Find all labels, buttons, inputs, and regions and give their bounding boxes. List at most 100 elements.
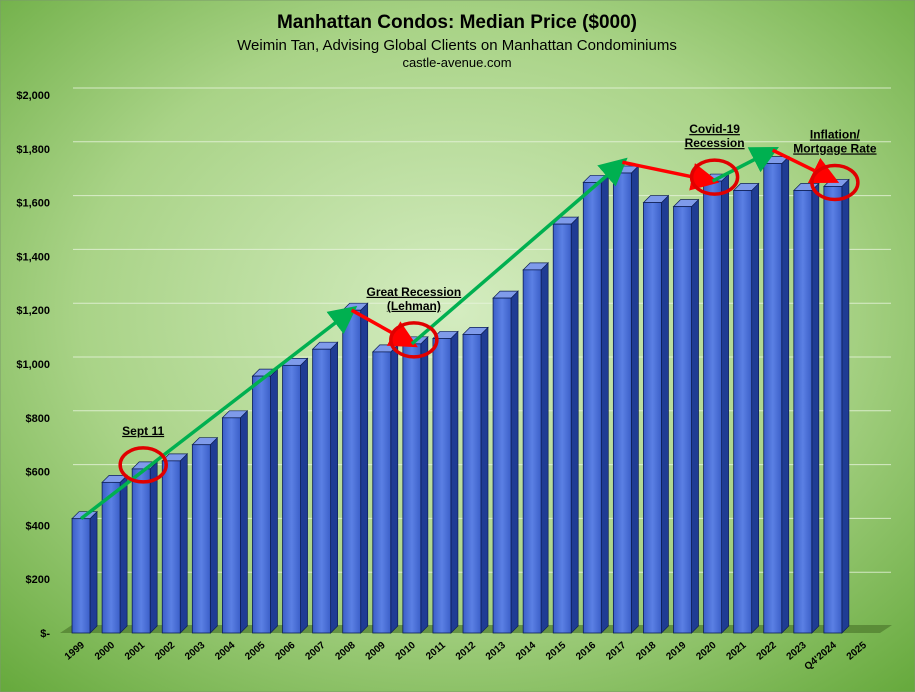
bar-side [570, 216, 579, 634]
bar-front [793, 190, 813, 634]
bar [672, 198, 700, 634]
bar-front [342, 309, 362, 634]
bar-side [420, 335, 429, 634]
bar-front [582, 182, 602, 634]
y-tick-label: $600 [26, 467, 50, 479]
bar-front [101, 481, 121, 634]
bar-front [282, 364, 301, 634]
bar-side [540, 262, 549, 634]
annotations: Sept 11 Great Recession(Lehman) Covid-19Re… [122, 122, 877, 438]
bar-front [552, 223, 572, 634]
bar-side [721, 173, 729, 634]
bar-front [612, 172, 632, 634]
bar-front [131, 468, 151, 634]
trend-up-arrow [711, 146, 779, 183]
y-tick-label: $- [40, 628, 50, 640]
bar-side [811, 182, 820, 634]
bar-side [89, 510, 98, 634]
bar [161, 452, 189, 634]
y-axis: $- $200 $400 $600 $800 $1,000 $1,200 $1,400 $1,6… [16, 90, 50, 640]
highlight-circle [118, 446, 168, 484]
bar [432, 330, 459, 634]
bar-side [600, 174, 609, 634]
bar [71, 510, 98, 634]
bar-side [119, 474, 128, 634]
bar [371, 344, 399, 634]
y-tick-label: $1,400 [16, 251, 50, 263]
bar-front [703, 180, 722, 634]
bar-side [179, 452, 188, 634]
bar [131, 461, 159, 634]
y-tick-label: $2,000 [16, 90, 50, 102]
bar [612, 165, 640, 634]
bar-front [432, 338, 452, 634]
bar [462, 326, 489, 634]
bar [492, 290, 519, 634]
trend-down-arrow [350, 308, 418, 348]
bar-front [522, 269, 542, 634]
annotation-label: (Lehman) [387, 299, 441, 313]
bar [402, 335, 429, 634]
bar-front [71, 518, 91, 634]
bar [582, 174, 610, 634]
trend-down-arrow [771, 148, 840, 184]
bar-side [330, 341, 338, 634]
bar-front [402, 343, 422, 634]
highlight-circles [118, 158, 860, 484]
bar [823, 178, 850, 634]
bar-side [631, 165, 639, 634]
bar-side [270, 368, 278, 634]
bar-side [781, 155, 790, 634]
trend-arrows [79, 146, 840, 521]
bar-side [209, 436, 218, 634]
bar-side [841, 178, 850, 634]
bar-side [450, 330, 459, 634]
bar-front [222, 417, 241, 634]
bar [792, 182, 820, 634]
bar-front [191, 444, 211, 634]
trend-down-arrow [622, 160, 720, 191]
bar-side [240, 409, 248, 634]
y-tick-label: $1,600 [16, 198, 50, 210]
y-tick-label: $1,800 [16, 144, 50, 156]
bar [191, 436, 219, 634]
annotation-label: Mortgage Rate [793, 141, 877, 155]
bar-side [510, 290, 519, 634]
bar [522, 262, 549, 634]
chart-subtitle: Weimin Tan, Advising Global Clients on M… [237, 37, 677, 54]
bar-front [733, 190, 753, 634]
bar [762, 155, 790, 634]
bar-side [149, 461, 158, 634]
chart-source: castle-avenue.com [402, 55, 511, 70]
bar [281, 357, 309, 634]
bar-side [360, 302, 369, 634]
y-tick-label: $1,000 [16, 359, 50, 371]
bar-front [462, 334, 482, 634]
bar-front [312, 348, 332, 634]
annotation-label: Covid-19 [689, 122, 740, 136]
bar-side [751, 182, 760, 634]
bar-side [390, 344, 399, 634]
bar-front [161, 460, 181, 634]
y-tick-label: $400 [26, 520, 50, 532]
annotation-label: Inflation/ [810, 127, 861, 141]
bar-side [691, 198, 699, 634]
trend-up-arrow [410, 157, 628, 346]
bar [642, 194, 670, 634]
bar [221, 409, 249, 634]
annotation-label: Sept 11 [122, 424, 164, 438]
bar-front [763, 163, 783, 634]
highlight-circle [389, 321, 439, 359]
bar-front [492, 297, 512, 634]
bar-front [823, 186, 843, 634]
bar-front [673, 206, 692, 634]
annotation-label: Great Recession [366, 285, 461, 299]
bars [71, 155, 850, 634]
y-tick-label: $1,200 [16, 305, 50, 317]
bar-front [643, 202, 662, 634]
bar [341, 302, 369, 634]
bar [702, 173, 730, 634]
bar-side [300, 357, 308, 634]
bar-side [480, 326, 489, 634]
chart-title: Manhattan Condos: Median Price ($000) [277, 12, 637, 33]
